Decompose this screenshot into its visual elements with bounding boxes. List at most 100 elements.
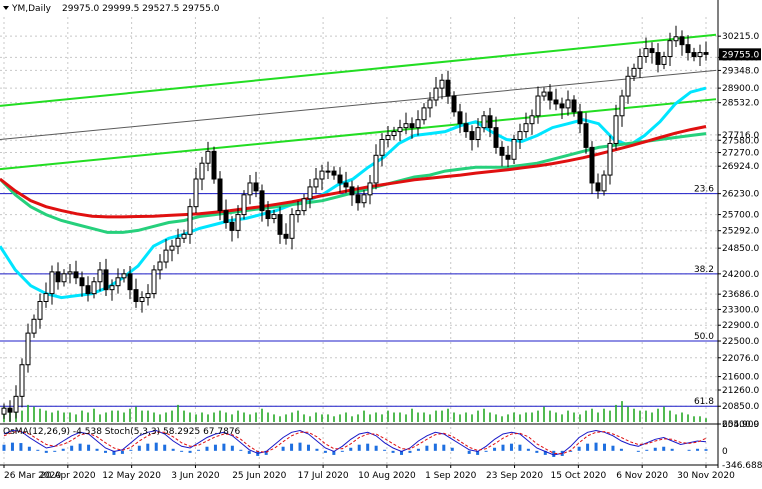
candle-body (595, 182, 601, 192)
date-tick-label: 26 Mar 2020 (4, 471, 61, 481)
candle-body (187, 206, 193, 235)
candle-body (535, 95, 541, 117)
candle-body (391, 131, 397, 137)
price-tick-label: 20400.0 (722, 420, 759, 430)
candle-body (571, 99, 577, 113)
candle-body (31, 318, 37, 334)
price-tick-label: 26924.0 (722, 162, 759, 172)
candle-body (25, 332, 31, 366)
candlesticks (1, 25, 709, 422)
candle-body (631, 67, 637, 77)
candle-body (277, 214, 283, 235)
candle-body (247, 182, 253, 196)
candle-body (619, 95, 625, 117)
price-tick-label: 22900.0 (722, 321, 759, 331)
candle-body (307, 186, 313, 200)
candle-body (373, 154, 379, 184)
candle-body (163, 249, 169, 263)
candle-body (703, 52, 709, 55)
candle-body (241, 194, 247, 216)
candle-body (577, 111, 583, 125)
candle-body (19, 364, 25, 397)
candle-body (505, 154, 511, 160)
trend-line (0, 98, 717, 171)
candle-body (421, 107, 427, 121)
candle-body (613, 115, 619, 144)
fib-level-label: 61.8 (694, 397, 714, 407)
candle-body (193, 178, 199, 208)
candle-body (355, 194, 361, 204)
candle-body (433, 87, 439, 101)
candle-body (295, 210, 301, 216)
last-price-marker (719, 48, 761, 61)
fib-level-label: 50.0 (694, 332, 714, 342)
candle-body (397, 127, 403, 133)
price-tick-label: 27270.0 (722, 149, 759, 159)
candle-body (127, 273, 133, 291)
candle-body (271, 214, 277, 220)
candle-body (319, 170, 325, 180)
last-price-label: 29755.0 (722, 50, 759, 60)
candle-body (259, 190, 265, 212)
date-tick-label: 30 Nov 2020 (677, 471, 735, 481)
candle-body (157, 261, 163, 271)
candle-body (499, 146, 505, 156)
price-tick-label: 23300.0 (722, 305, 759, 315)
candle-body (679, 36, 685, 46)
candle-body (169, 245, 175, 251)
fib-level-label: 38.2 (694, 265, 714, 275)
candle-body (133, 289, 139, 303)
candle-body (643, 48, 649, 58)
candle-body (469, 131, 475, 140)
trend-channel (0, 33, 717, 171)
candle-body (175, 237, 181, 247)
candle-body (463, 123, 469, 133)
candle-body (181, 233, 187, 239)
candle-body (529, 115, 535, 125)
candle-body (223, 210, 229, 223)
date-tick-label: 23 Sep 2020 (486, 471, 543, 481)
candle-body (151, 269, 157, 295)
date-tick-label: 3 Jun 2020 (171, 471, 220, 481)
candle-body (493, 127, 499, 148)
candle-body (85, 285, 91, 295)
candle-body (7, 407, 13, 413)
candle-body (205, 150, 211, 164)
candle-body (697, 52, 703, 58)
candle-body (439, 79, 445, 89)
candle-body (511, 138, 517, 160)
date-tick-label: 25 Jun 2020 (232, 471, 286, 481)
price-tick-label: 23686.0 (722, 290, 759, 300)
candle-body (265, 210, 271, 220)
date-tick-label: 10 Aug 2020 (358, 471, 416, 481)
candle-body (565, 99, 571, 109)
candle-body (145, 293, 151, 299)
candle-body (637, 56, 643, 69)
candle-body (283, 233, 289, 239)
candle-body (103, 269, 109, 291)
candle-body (73, 271, 79, 279)
price-tick-label: 28900.0 (722, 84, 759, 94)
price-tick-label: 30215.0 (722, 32, 759, 42)
price-tick-label: 28532.0 (722, 99, 759, 109)
price-tick-label: 24850.0 (722, 244, 759, 254)
chart-caption: YM,Daily 29975.0 29999.5 29527.5 29755.0 (3, 4, 220, 14)
date-tick-label: 20 Apr 2020 (40, 471, 96, 481)
caption-dropdown-icon[interactable] (3, 6, 9, 10)
candle-body (409, 123, 415, 129)
candle-body (667, 40, 673, 58)
candle-body (337, 174, 343, 184)
candle-body (49, 271, 55, 295)
price-tick-label: 29348.0 (722, 66, 759, 76)
candle-body (673, 36, 679, 42)
osc-tick-label: -346.688 (722, 461, 762, 471)
candle-body (349, 186, 355, 196)
date-tick-label: 15 Oct 2020 (551, 471, 607, 481)
candle-body (235, 214, 241, 231)
candle-body (115, 277, 121, 287)
candle-body (199, 162, 205, 180)
candle-body (55, 271, 61, 283)
candle-body (217, 178, 223, 212)
